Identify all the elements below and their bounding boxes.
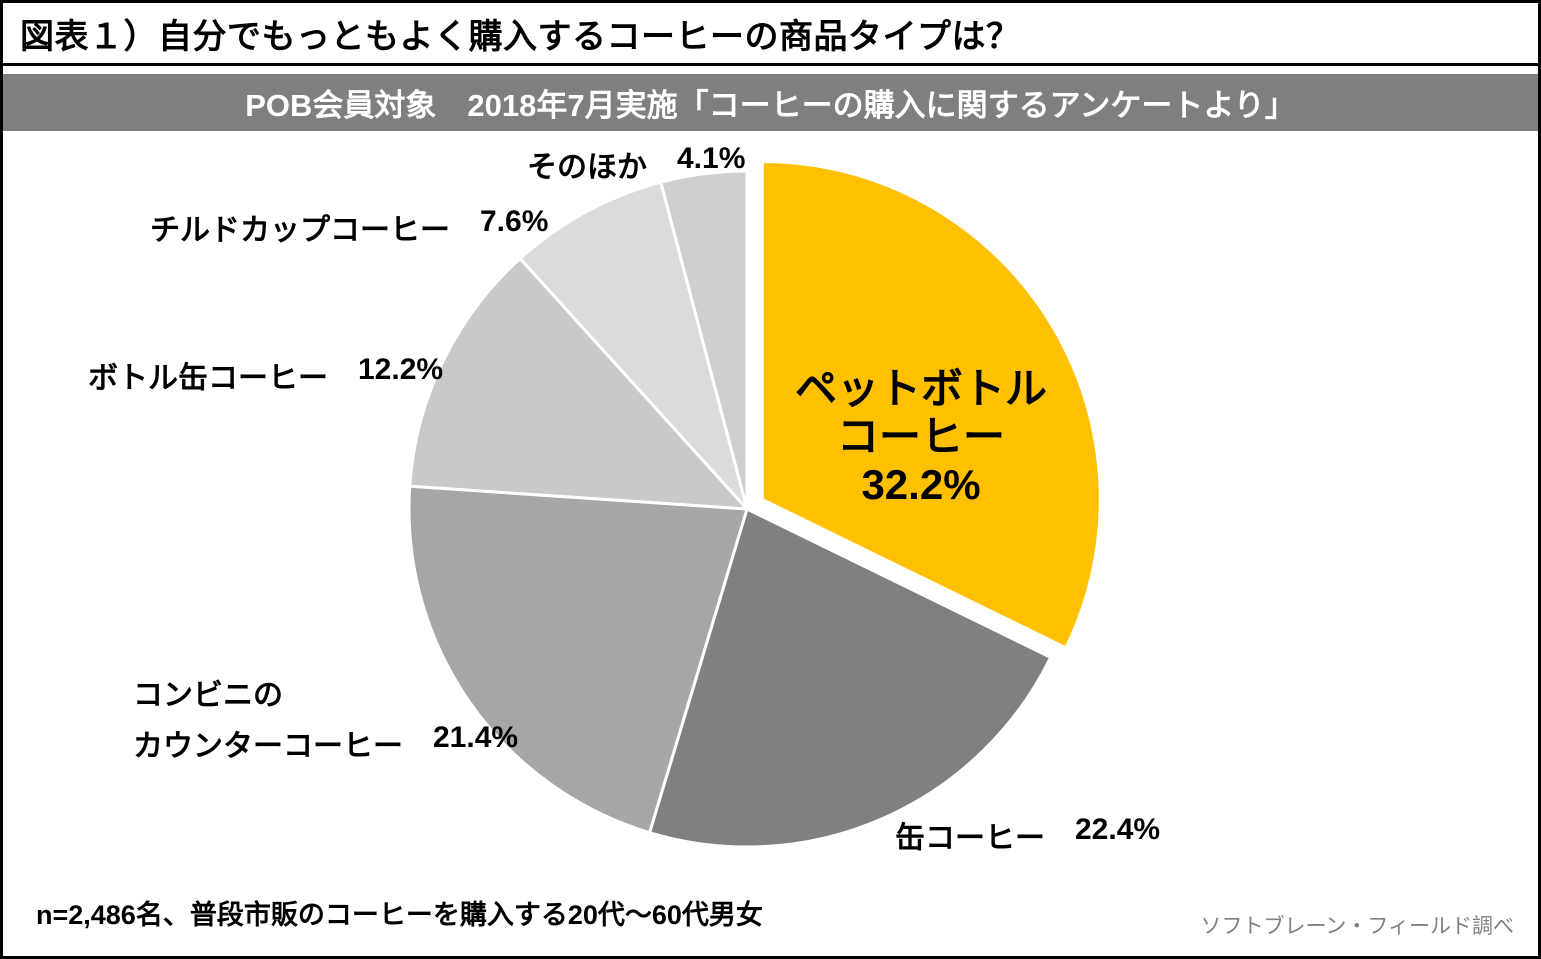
slice-label-chilled-cup: チルドカップコーヒー 7.6% bbox=[150, 205, 548, 249]
slice-label-other: そのほか 4.1% bbox=[527, 142, 745, 186]
slice-label-convenience-line1: コンビニの bbox=[133, 679, 283, 712]
pie-slice-1 bbox=[648, 507, 1053, 849]
slice-label-chilled-cup-name: チルドカップコーヒー bbox=[150, 214, 450, 247]
pie-chart bbox=[407, 159, 1102, 849]
slice-label-can-coffee-pct: 22.4% bbox=[1075, 813, 1161, 846]
pie-slice-4 bbox=[518, 180, 749, 511]
pie-slice-0 bbox=[760, 159, 1102, 650]
survey-banner: POB会員対象 2018年7月実施「コーヒーの購入に関するアンケートより」 bbox=[3, 74, 1538, 131]
slice-label-bottle-can-name: ボトル缶コーヒー bbox=[88, 362, 328, 395]
sample-note: n=2,486名、普段市販のコーヒーを購入する20代～60代男女 bbox=[36, 900, 763, 930]
slice-label-pet-bottle-pct: 32.2% bbox=[861, 460, 981, 508]
pie-slice-3 bbox=[408, 256, 749, 511]
slice-label-other-pct: 4.1% bbox=[677, 142, 746, 175]
slice-label-convenience-line2: カウンターコーヒー bbox=[133, 730, 403, 763]
slice-label-pet-bottle-line2: コーヒー bbox=[836, 412, 1005, 460]
slice-label-pet-bottle: ペットボトル コーヒー 32.2% bbox=[766, 365, 1076, 509]
survey-banner-text: POB会員対象 2018年7月実施「コーヒーの購入に関するアンケートより」 bbox=[245, 88, 1296, 123]
slice-label-bottle-can: ボトル缶コーヒー 12.2% bbox=[88, 353, 443, 397]
slice-label-pet-bottle-line1: ペットボトル bbox=[794, 365, 1047, 412]
slice-label-can-coffee-name: 缶コーヒー bbox=[895, 822, 1045, 855]
slice-label-chilled-cup-pct: 7.6% bbox=[480, 205, 549, 238]
pie-slice-2 bbox=[407, 484, 749, 835]
title-bar: 図表１）自分でもっともよく購入するコーヒーの商品タイプは？ bbox=[3, 3, 1538, 66]
slice-label-convenience-line2-row: カウンターコーヒー 21.4% bbox=[133, 721, 518, 765]
source-credit: ソフトブレーン・フィールド調べ bbox=[1200, 915, 1514, 938]
slice-label-bottle-can-pct: 12.2% bbox=[358, 353, 444, 386]
slice-label-convenience-pct: 21.4% bbox=[433, 721, 519, 754]
slice-label-convenience-counter: コンビニの カウンターコーヒー 21.4% bbox=[133, 670, 518, 765]
pie-slice-5 bbox=[659, 169, 749, 511]
slice-label-other-name: そのほか bbox=[527, 151, 647, 184]
slice-label-can-coffee: 缶コーヒー 22.4% bbox=[895, 813, 1160, 857]
page-title: 図表１）自分でもっともよく購入するコーヒーの商品タイプは？ bbox=[20, 17, 1021, 56]
